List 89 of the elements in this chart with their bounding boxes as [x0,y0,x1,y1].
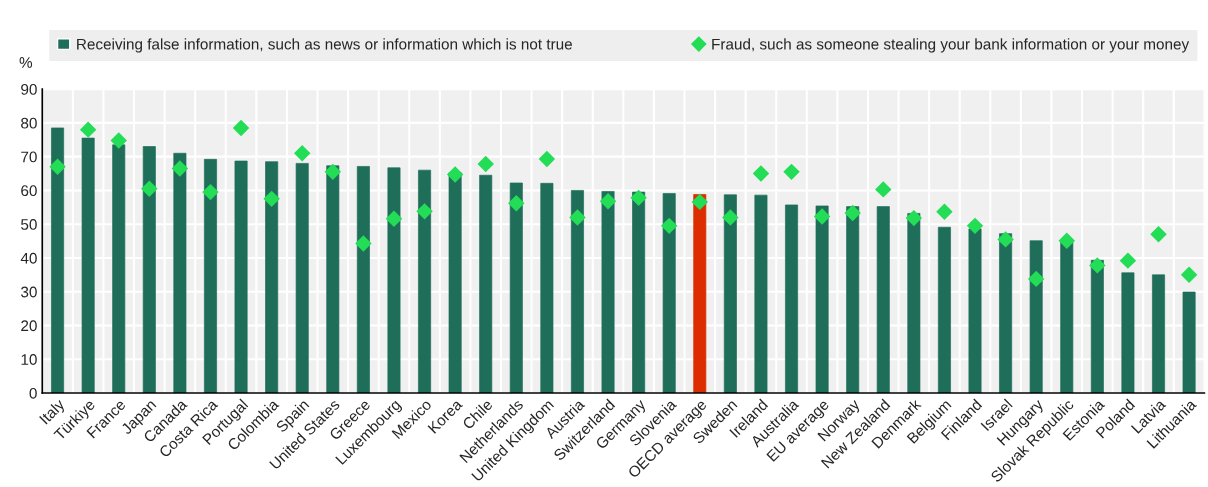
point [997,231,1014,248]
bar [204,159,217,394]
bar [265,161,279,394]
point [905,209,923,227]
bar [693,194,707,394]
bar [81,137,95,394]
point [294,145,311,162]
bar [234,160,248,394]
bar [418,169,432,394]
point [1180,266,1198,284]
point [79,121,97,138]
legend-label: Fraud, such as someone stealing your bank information or your money [712,38,1190,53]
point [477,155,494,173]
y-tick-label: 80 [21,117,37,129]
bar [540,182,554,394]
y-tick-label: 60 [21,185,37,197]
point [875,181,892,198]
bar [907,213,921,394]
point [416,203,433,220]
bar [937,226,951,394]
point [752,165,770,182]
point [263,190,280,208]
bar [846,206,860,394]
y-tick-label: 30 [21,286,37,298]
bar [754,194,768,394]
y-tick-label: 20 [21,320,37,332]
bar [1182,291,1196,394]
bar [999,233,1013,394]
point [49,158,66,175]
bar [876,206,890,394]
legend-label: Receiving false information, such as news or information which is not true [77,38,572,53]
bar [387,167,401,394]
point [813,208,831,225]
bar [448,172,462,394]
point [538,150,556,168]
point [324,163,342,181]
bar [295,163,309,394]
bar [1029,240,1043,394]
point [569,209,586,226]
y-tick-label: 50 [21,219,37,230]
point [1058,232,1075,249]
point [141,180,158,197]
point [171,160,189,177]
bar [815,205,829,394]
y-tick-label: 10 [21,354,37,365]
bar [632,191,646,394]
bar [662,193,676,394]
y-tick-label: 40 [20,252,37,264]
bar [1060,240,1074,394]
point [966,217,984,235]
bar [601,191,615,394]
point [783,163,800,181]
point [355,235,372,252]
bar [785,204,798,394]
bar [1121,272,1135,394]
bar [112,144,126,394]
point [232,119,250,137]
bar [1090,259,1104,394]
point [660,217,678,235]
point [1089,257,1106,274]
point [599,193,617,210]
bar [968,228,982,394]
bar [570,190,584,394]
point [202,183,219,201]
point [385,210,403,227]
bar [509,182,523,394]
y-axis-title: % [19,57,33,68]
y-tick-label: 70 [21,151,37,163]
point [1119,252,1137,269]
point [1150,226,1167,243]
bar [173,152,187,394]
bar [723,194,737,394]
point [508,195,525,212]
bar [356,166,370,394]
bar [326,165,340,394]
point [691,193,708,211]
point [446,166,464,183]
y-tick-label: 90 [21,83,37,95]
point [722,209,739,226]
bar [51,127,65,394]
point [110,132,127,149]
bar [1152,274,1165,394]
point [1027,270,1045,288]
point [936,203,953,220]
bar [479,174,493,394]
y-tick-label: 0 [29,387,37,399]
point [630,189,647,207]
bar [142,146,156,394]
point [844,204,861,222]
